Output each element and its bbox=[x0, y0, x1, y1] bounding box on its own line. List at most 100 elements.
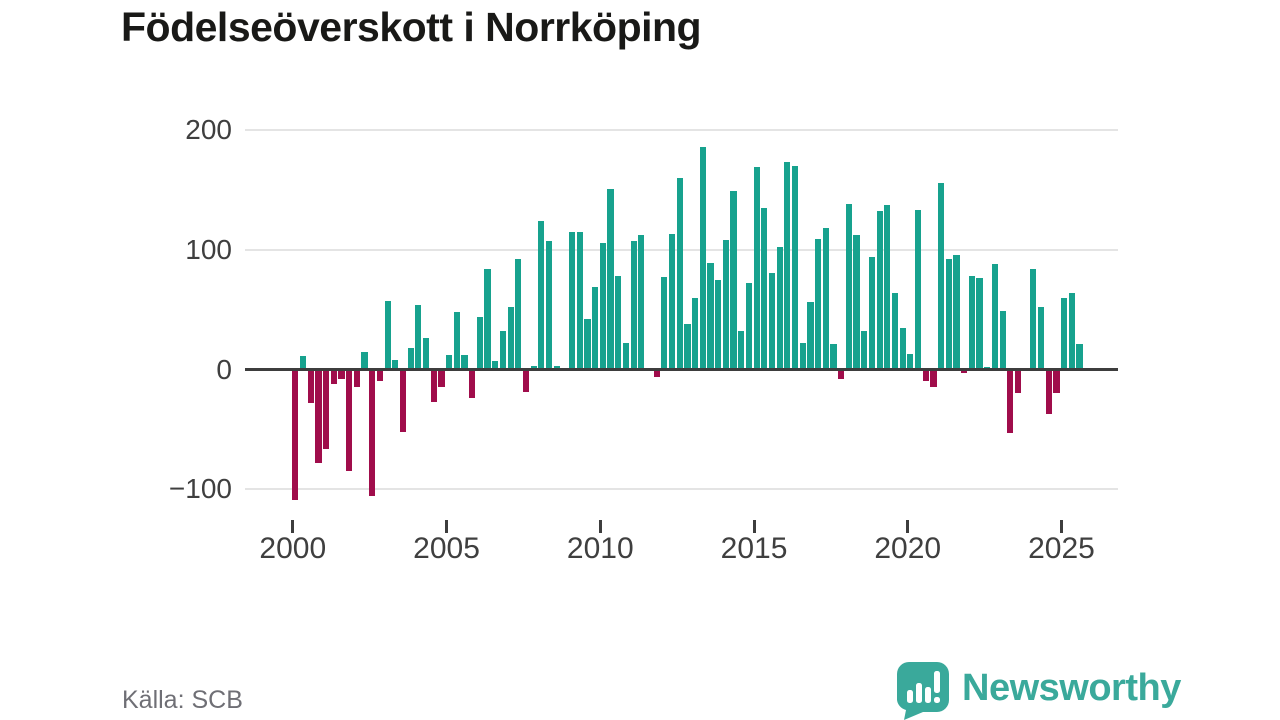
y-axis-label-0: 0 bbox=[216, 353, 232, 385]
bar-2018-Q2 bbox=[853, 235, 860, 370]
bar-2022-Q4 bbox=[991, 264, 998, 370]
x-axis-zero-line bbox=[245, 368, 1118, 371]
x-tick-2010 bbox=[598, 520, 602, 533]
bar-2021-Q2 bbox=[945, 259, 952, 370]
bar-2021-Q1 bbox=[938, 182, 945, 370]
newsworthy-wordmark: Newsworthy bbox=[962, 667, 1181, 709]
x-axis-label-2025: 2025 bbox=[1028, 532, 1095, 565]
x-tick-2025 bbox=[1060, 520, 1063, 533]
bar-2000-Q4 bbox=[315, 369, 322, 463]
bar-2010-Q4 bbox=[622, 343, 630, 370]
bar-2007-Q4 bbox=[530, 365, 537, 370]
bar-2005-Q2 bbox=[453, 312, 460, 370]
bar-2025-Q2 bbox=[1068, 292, 1075, 370]
bar-2014-Q4 bbox=[745, 283, 753, 370]
bar-2023-Q3 bbox=[1014, 369, 1022, 394]
x-tick-2000 bbox=[291, 520, 295, 533]
x-tick-2020 bbox=[906, 520, 910, 533]
bar-2009-Q1 bbox=[569, 231, 576, 370]
bar-2017-Q1 bbox=[815, 238, 822, 370]
bar-2012-Q4 bbox=[684, 323, 691, 370]
bar-2009-Q4 bbox=[592, 286, 599, 370]
bar-2022-Q2 bbox=[976, 278, 983, 370]
chart-title: Födelseöverskott i Norrköping bbox=[121, 4, 702, 50]
bar-2020-Q1 bbox=[907, 353, 914, 370]
x-axis-label-2015: 2015 bbox=[720, 532, 788, 565]
bar-2014-Q3 bbox=[738, 331, 745, 370]
newsworthy-logo[interactable]: Newsworthy bbox=[896, 661, 1181, 720]
bar-2010-Q3 bbox=[615, 276, 622, 370]
bar-2002-Q3 bbox=[369, 369, 376, 497]
bar-2020-Q3 bbox=[922, 369, 929, 382]
x-axis-label-2005: 2005 bbox=[413, 532, 480, 565]
bar-2024-Q4 bbox=[1053, 369, 1060, 394]
bar-2002-Q4 bbox=[376, 369, 384, 382]
x-tick-2005 bbox=[445, 520, 449, 533]
x-tick-2015 bbox=[752, 520, 756, 533]
bar-2014-Q2 bbox=[730, 191, 737, 370]
bar-2000-Q2 bbox=[299, 356, 307, 370]
bar-2021-Q4 bbox=[961, 369, 968, 374]
bar-2024-Q1 bbox=[1030, 268, 1037, 370]
bar-2013-Q3 bbox=[707, 262, 714, 370]
bar-2023-Q1 bbox=[999, 310, 1006, 370]
bar-2015-Q3 bbox=[768, 272, 776, 370]
y-axis-label-100: 100 bbox=[185, 233, 232, 265]
bar-2021-Q3 bbox=[953, 254, 960, 370]
bar-2016-Q3 bbox=[799, 343, 806, 370]
gridline-200 bbox=[245, 129, 1118, 131]
bar-2007-Q2 bbox=[515, 259, 522, 370]
bar-2019-Q2 bbox=[884, 205, 891, 370]
bar-2002-Q2 bbox=[361, 351, 368, 370]
bar-2016-Q1 bbox=[784, 162, 791, 370]
bar-2011-Q4 bbox=[653, 369, 660, 377]
bar-2004-Q3 bbox=[430, 369, 437, 402]
bar-2020-Q2 bbox=[914, 210, 922, 370]
bar-2011-Q2 bbox=[638, 235, 645, 370]
bar-2019-Q4 bbox=[899, 327, 906, 370]
bar-2001-Q2 bbox=[330, 369, 337, 384]
bar-2019-Q1 bbox=[876, 211, 883, 370]
bar-2013-Q1 bbox=[692, 297, 699, 370]
bar-2006-Q4 bbox=[499, 331, 507, 370]
bar-2001-Q4 bbox=[346, 369, 353, 472]
bar-2006-Q1 bbox=[476, 316, 483, 370]
x-axis-label-2010: 2010 bbox=[566, 532, 634, 565]
bar-2018-Q4 bbox=[868, 256, 875, 370]
bar-2001-Q1 bbox=[323, 369, 330, 449]
bar-2008-Q2 bbox=[545, 241, 553, 370]
bar-2004-Q2 bbox=[422, 338, 430, 370]
gridline--100 bbox=[245, 488, 1118, 491]
bar-2009-Q3 bbox=[584, 319, 591, 370]
bar-2015-Q2 bbox=[761, 207, 768, 370]
bar-2007-Q3 bbox=[522, 369, 530, 393]
bar-2000-Q3 bbox=[307, 369, 314, 404]
bar-2004-Q1 bbox=[415, 304, 422, 370]
bar-2008-Q1 bbox=[538, 221, 545, 370]
y-axis-label--100: −100 bbox=[168, 473, 232, 505]
bar-2001-Q3 bbox=[338, 369, 345, 380]
source-label: Källa: SCB bbox=[122, 686, 243, 714]
bar-2009-Q2 bbox=[576, 231, 583, 370]
bar-2003-Q4 bbox=[407, 347, 414, 370]
bar-2003-Q3 bbox=[399, 369, 407, 432]
bar-2016-Q2 bbox=[791, 165, 799, 370]
bar-2017-Q2 bbox=[822, 228, 829, 370]
bar-2025-Q1 bbox=[1061, 297, 1068, 370]
x-axis-label-2020: 2020 bbox=[874, 532, 942, 565]
bar-2010-Q1 bbox=[599, 242, 606, 370]
bar-2005-Q3 bbox=[461, 355, 468, 370]
bar-2022-Q1 bbox=[968, 276, 975, 370]
bar-2005-Q4 bbox=[469, 369, 476, 399]
bar-2000-Q1 bbox=[292, 369, 299, 501]
bar-2015-Q1 bbox=[753, 167, 760, 370]
bar-2018-Q1 bbox=[845, 204, 852, 370]
bar-2003-Q2 bbox=[392, 359, 399, 370]
newsworthy-logo-icon bbox=[897, 662, 949, 720]
bar-2015-Q4 bbox=[776, 247, 783, 370]
bar-2006-Q3 bbox=[492, 361, 499, 370]
y-axis-label-200: 200 bbox=[185, 114, 232, 145]
bar-2003-Q1 bbox=[384, 301, 391, 370]
bar-2005-Q1 bbox=[446, 355, 453, 370]
bar-2011-Q1 bbox=[630, 241, 637, 370]
